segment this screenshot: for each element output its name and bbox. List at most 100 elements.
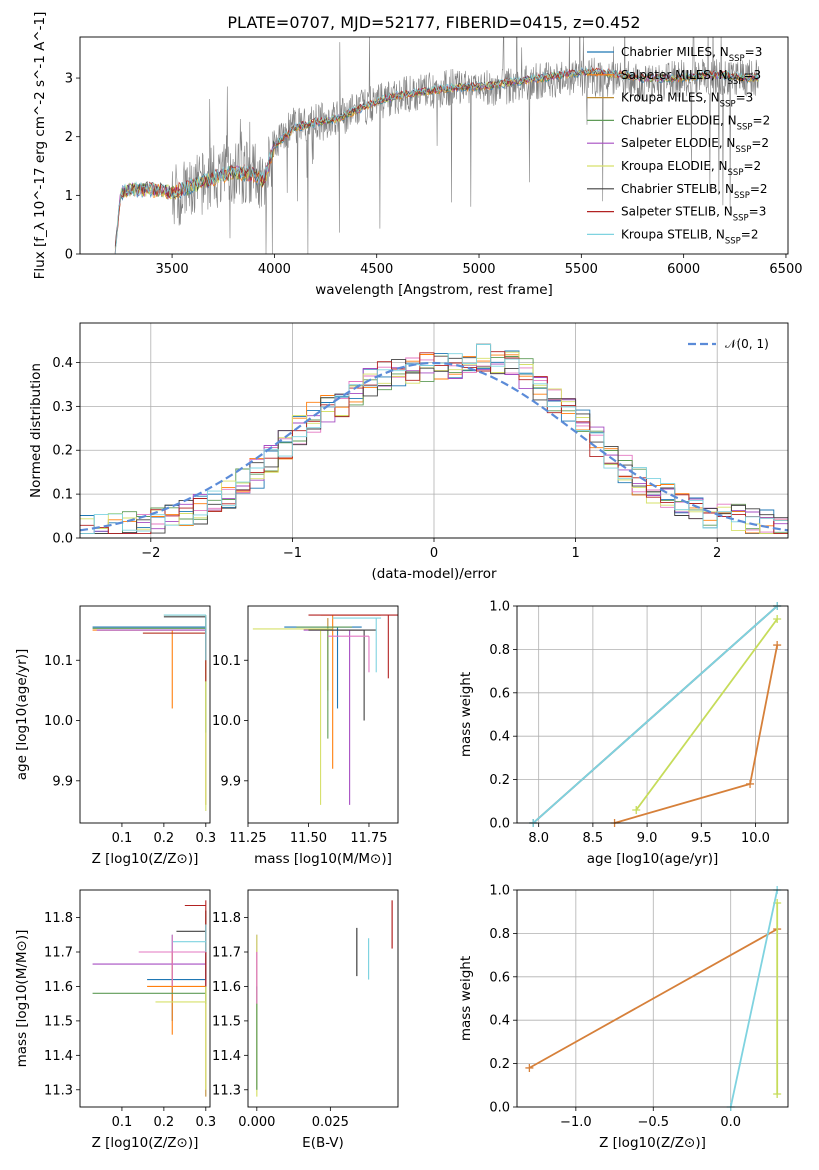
y-tick-label: 0.6 [489, 686, 510, 701]
histogram-series [80, 343, 788, 535]
axes-frame [516, 605, 789, 824]
x-tick-label: 0.3 [195, 1115, 216, 1130]
axes-frame [79, 36, 789, 255]
y-tick-label: 10.0 [44, 714, 73, 729]
legend-label: Chabrier ELODIE, NSSP=2 [621, 113, 770, 132]
series-marker [632, 805, 641, 814]
y-tick-label: 0.0 [489, 817, 510, 832]
legend-label: Chabrier STELIB, NSSP=2 [621, 182, 768, 201]
y-tick-label: 11.6 [44, 980, 73, 995]
x-tick-label: 6500 [769, 262, 802, 277]
gaussian-curve [80, 361, 788, 532]
axes-frame [516, 889, 789, 1108]
legend-label: Kroupa ELODIE, NSSP=2 [621, 159, 761, 178]
x-tick-label: 5000 [462, 262, 495, 277]
y-tick-label: 11.7 [212, 946, 241, 961]
series-marker [746, 779, 755, 788]
x-tick-label: 1 [571, 546, 579, 561]
histogram-series [80, 344, 788, 535]
y-tick-label: 11.5 [44, 1014, 73, 1029]
x-tick-label: 9.5 [691, 831, 712, 846]
y-tick-label: 9.9 [52, 774, 73, 789]
panel-4: 11.25 11.50 11.75 9.9 10.0 10.1 mass [log10(M/… [212, 605, 399, 867]
y-tick-label: 11.3 [44, 1083, 73, 1098]
x-tick-label: 4000 [258, 262, 291, 277]
x-tick-label: 2 [713, 546, 721, 561]
panel-7: 0.000 0.025 11.3 11.4 11.5 11.6 11.7 11.8 E(B-V) [212, 889, 399, 1151]
x-axis-label: (data-model)/error [371, 566, 497, 582]
figure-content: 3500 4000 4500 5000 5500 6000 6500 0 1 2 3 waveleng… [14, 12, 803, 1151]
legend-label: 𝒩(0, 1) [725, 337, 769, 351]
y-axis-label: Flux [f_λ 10^-17 erg cm^-2 s^-1 A^-1] [32, 12, 48, 280]
series-model-line [114, 66, 759, 254]
y-tick-label: 11.8 [44, 911, 73, 926]
x-tick-label: 11.75 [350, 831, 387, 846]
x-tick-label: 5500 [565, 262, 598, 277]
panel-2: −2 −1 0 1 2 0.0 0.1 0.2 0.3 0.4 (data-model)/error… [28, 322, 789, 582]
figure-title: PLATE=0707, MJD=52177, FIBERID=0415, z=0… [227, 13, 640, 32]
y-axis-label: mass [log10(M/M⊙)] [14, 930, 30, 1068]
y-tick-label: 0.8 [489, 643, 510, 658]
y-axis-label: Normed distribution [28, 363, 44, 498]
x-tick-label: 10.0 [741, 831, 770, 846]
y-tick-label: 0.2 [489, 1057, 510, 1072]
x-tick-label: 0.1 [112, 831, 133, 846]
y-tick-label: 11.8 [212, 911, 241, 926]
legend-label: Salpeter STELIB, NSSP=3 [621, 205, 766, 224]
y-tick-label: 0.0 [52, 532, 73, 547]
y-tick-label: 3 [65, 72, 73, 87]
series-line [532, 605, 778, 824]
x-tick-label: −0.5 [637, 1115, 669, 1130]
x-tick-label: −1.0 [560, 1115, 592, 1130]
axes-frame [79, 322, 789, 539]
y-axis-label: age [log10(age/yr)] [14, 649, 30, 781]
series-line [635, 618, 778, 811]
y-tick-label: 11.3 [212, 1083, 241, 1098]
y-axis-label: mass weight [458, 672, 474, 757]
y-tick-label: 0.4 [489, 1014, 510, 1029]
x-axis-label: mass [log10(M/M⊙)] [254, 851, 392, 867]
x-tick-label: 0.2 [154, 1115, 175, 1130]
y-tick-label: 0.2 [52, 444, 73, 459]
y-tick-label: 11.4 [44, 1049, 73, 1064]
spectrum-area [114, 37, 760, 254]
y-tick-label: 0.6 [489, 970, 510, 985]
x-axis-label: age [log10(age/yr)] [587, 851, 719, 867]
axes-frame [79, 889, 211, 1108]
series-line [614, 644, 779, 824]
x-axis-label: Z [log10(Z/Z⊙)] [92, 851, 199, 867]
y-tick-label: 0.8 [489, 927, 510, 942]
panel-8: −1.0 −0.5 0.0 0.0 0.2 0.4 0.6 0.8 1.0 Z [log10(Z/… [458, 884, 789, 1151]
series-model-line [114, 68, 759, 254]
x-tick-label: 11.25 [229, 831, 266, 846]
x-tick-label: 0.2 [154, 831, 175, 846]
x-tick-label: 4500 [360, 262, 393, 277]
series-line [729, 889, 779, 1108]
x-tick-label: 0.1 [112, 1115, 133, 1130]
x-axis-label: E(B-V) [302, 1135, 344, 1151]
x-axis-label: Z [log10(Z/Z⊙)] [599, 1135, 706, 1151]
x-tick-label: 0.000 [238, 1115, 275, 1130]
x-tick-label: 6000 [667, 262, 700, 277]
x-tick-label: 8.0 [528, 831, 549, 846]
axes-frame [247, 605, 399, 824]
y-tick-label: 11.6 [212, 980, 241, 995]
y-tick-label: 0.4 [52, 356, 73, 371]
y-tick-label: 0.2 [489, 773, 510, 788]
y-axis-label: mass weight [458, 956, 474, 1041]
y-tick-label: 0.1 [52, 488, 73, 503]
x-axis-label: Z [log10(Z/Z⊙)] [92, 1135, 199, 1151]
y-tick-label: 10.1 [212, 654, 241, 669]
series-line [528, 928, 778, 1069]
axes-frame [247, 889, 399, 1108]
y-tick-label: 1.0 [489, 884, 510, 899]
x-tick-label: −2 [141, 546, 160, 561]
series-data-line [114, 37, 760, 254]
legend-label: Kroupa STELIB, NSSP=2 [621, 227, 759, 246]
x-tick-label: 3500 [156, 262, 189, 277]
x-axis-label: wavelength [Angstrom, rest frame] [315, 282, 553, 298]
y-tick-label: 10.0 [212, 714, 241, 729]
panel-5: 8.0 8.5 9.0 9.5 10.0 0.0 0.2 0.4 0.6 0.8 1.0 age [l… [458, 600, 789, 867]
legend-label: Salpeter ELODIE, NSSP=2 [621, 136, 769, 155]
